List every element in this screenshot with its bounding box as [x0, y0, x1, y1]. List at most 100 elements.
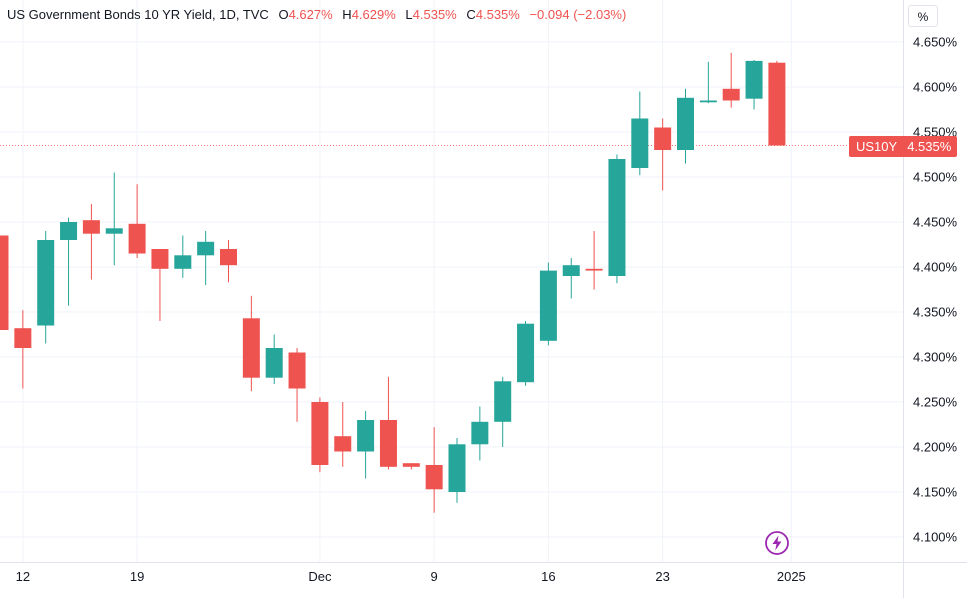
candle-body — [494, 381, 512, 422]
legend-high-label: H — [342, 7, 352, 22]
y-tick-label: 4.300% — [913, 350, 958, 365]
candle — [265, 334, 283, 384]
x-tick-label: Dec — [308, 569, 332, 584]
price-badge-value: 4.535% — [907, 139, 952, 154]
candle-body — [105, 228, 123, 234]
legend-open-value: 4.627% — [288, 7, 333, 22]
lightning-icon[interactable] — [764, 530, 790, 556]
candle-body — [14, 328, 32, 348]
candle-body — [82, 220, 100, 234]
candle — [654, 118, 672, 191]
legend-title: US Government Bonds 10 YR Yield, 1D, TVC — [7, 7, 269, 22]
candle — [0, 235, 9, 330]
candle-body — [539, 270, 557, 341]
candle — [425, 427, 443, 513]
candle-body — [448, 444, 466, 492]
legend-open-label: O — [278, 7, 289, 22]
y-tick-label: 4.250% — [913, 395, 958, 410]
candle — [14, 310, 32, 389]
candle — [311, 397, 329, 473]
candle-body — [242, 318, 260, 378]
y-tick-label: 4.400% — [913, 260, 958, 275]
y-tick-label: 4.150% — [913, 485, 958, 500]
x-tick-label: 16 — [541, 569, 555, 584]
candle — [471, 406, 489, 461]
candle-body — [631, 118, 649, 168]
candle — [539, 262, 557, 346]
candle — [197, 231, 215, 285]
candle-body — [265, 348, 283, 378]
y-tick-label: 4.200% — [913, 440, 958, 455]
candle — [631, 91, 649, 176]
x-tick-label: 9 — [431, 569, 438, 584]
candle — [745, 60, 763, 110]
candle — [768, 60, 786, 146]
candle-body — [608, 159, 626, 276]
candle — [357, 411, 375, 479]
candle — [128, 184, 146, 258]
candle — [105, 172, 123, 266]
candle — [448, 438, 466, 503]
candle — [585, 231, 603, 290]
candle — [60, 217, 78, 306]
candle-body — [357, 420, 375, 452]
candle-body — [128, 223, 146, 254]
candle-body — [517, 323, 535, 383]
candle — [37, 231, 55, 344]
candle-body — [585, 268, 603, 271]
legend-low-label: L — [405, 7, 413, 22]
candle — [699, 61, 717, 104]
candle — [562, 258, 580, 299]
candle — [242, 295, 260, 392]
legend-close-value: 4.535% — [475, 7, 520, 22]
legend-change: −0.094 (−2.03%) — [529, 7, 627, 22]
x-tick-label: 19 — [130, 569, 144, 584]
candle-body — [379, 420, 397, 467]
candle — [174, 235, 192, 278]
candle — [220, 240, 237, 283]
last-price-badge: US10Y 4.535% — [849, 136, 958, 157]
y-tick-label: 4.350% — [913, 305, 958, 320]
legend-high-value: 4.629% — [351, 7, 396, 22]
candle-body — [654, 127, 672, 150]
y-tick-label: 4.500% — [913, 170, 958, 185]
candle — [677, 88, 694, 164]
price-badge-symbol: US10Y — [856, 139, 898, 154]
candle — [379, 376, 397, 470]
chart-legend: US Government Bonds 10 YR Yield, 1D, TVC… — [7, 7, 626, 22]
candle-body — [220, 249, 237, 266]
y-tick-label: 4.650% — [913, 35, 958, 50]
candle-body — [402, 463, 420, 467]
candle — [608, 154, 626, 284]
candle — [402, 463, 420, 470]
percent-scale-button[interactable]: % — [908, 5, 938, 27]
y-tick-label: 4.550% — [913, 125, 958, 140]
candle — [151, 249, 169, 321]
candle — [334, 402, 352, 467]
candle-body — [60, 222, 78, 240]
y-tick-label: 4.100% — [913, 530, 958, 545]
candle — [517, 321, 535, 386]
candle — [494, 376, 512, 447]
candle-body — [768, 62, 786, 146]
legend-low-value: 4.535% — [412, 7, 457, 22]
legend-close-label: C — [466, 7, 476, 22]
candle — [722, 52, 740, 108]
candle-body — [0, 235, 9, 330]
candle-body — [311, 402, 329, 465]
candle-body — [562, 265, 580, 276]
candle-body — [745, 60, 763, 99]
y-tick-label: 4.600% — [913, 80, 958, 95]
candle-body — [174, 255, 192, 269]
candle-body — [722, 88, 740, 101]
x-tick-label: 23 — [655, 569, 669, 584]
candle-body — [197, 241, 215, 256]
candle-body — [699, 100, 717, 103]
x-tick-label: 12 — [16, 569, 30, 584]
y-tick-label: 4.450% — [913, 215, 958, 230]
candle-body — [334, 436, 352, 452]
candle-body — [471, 421, 489, 445]
candle-body — [677, 97, 694, 150]
candle-body — [288, 352, 306, 389]
